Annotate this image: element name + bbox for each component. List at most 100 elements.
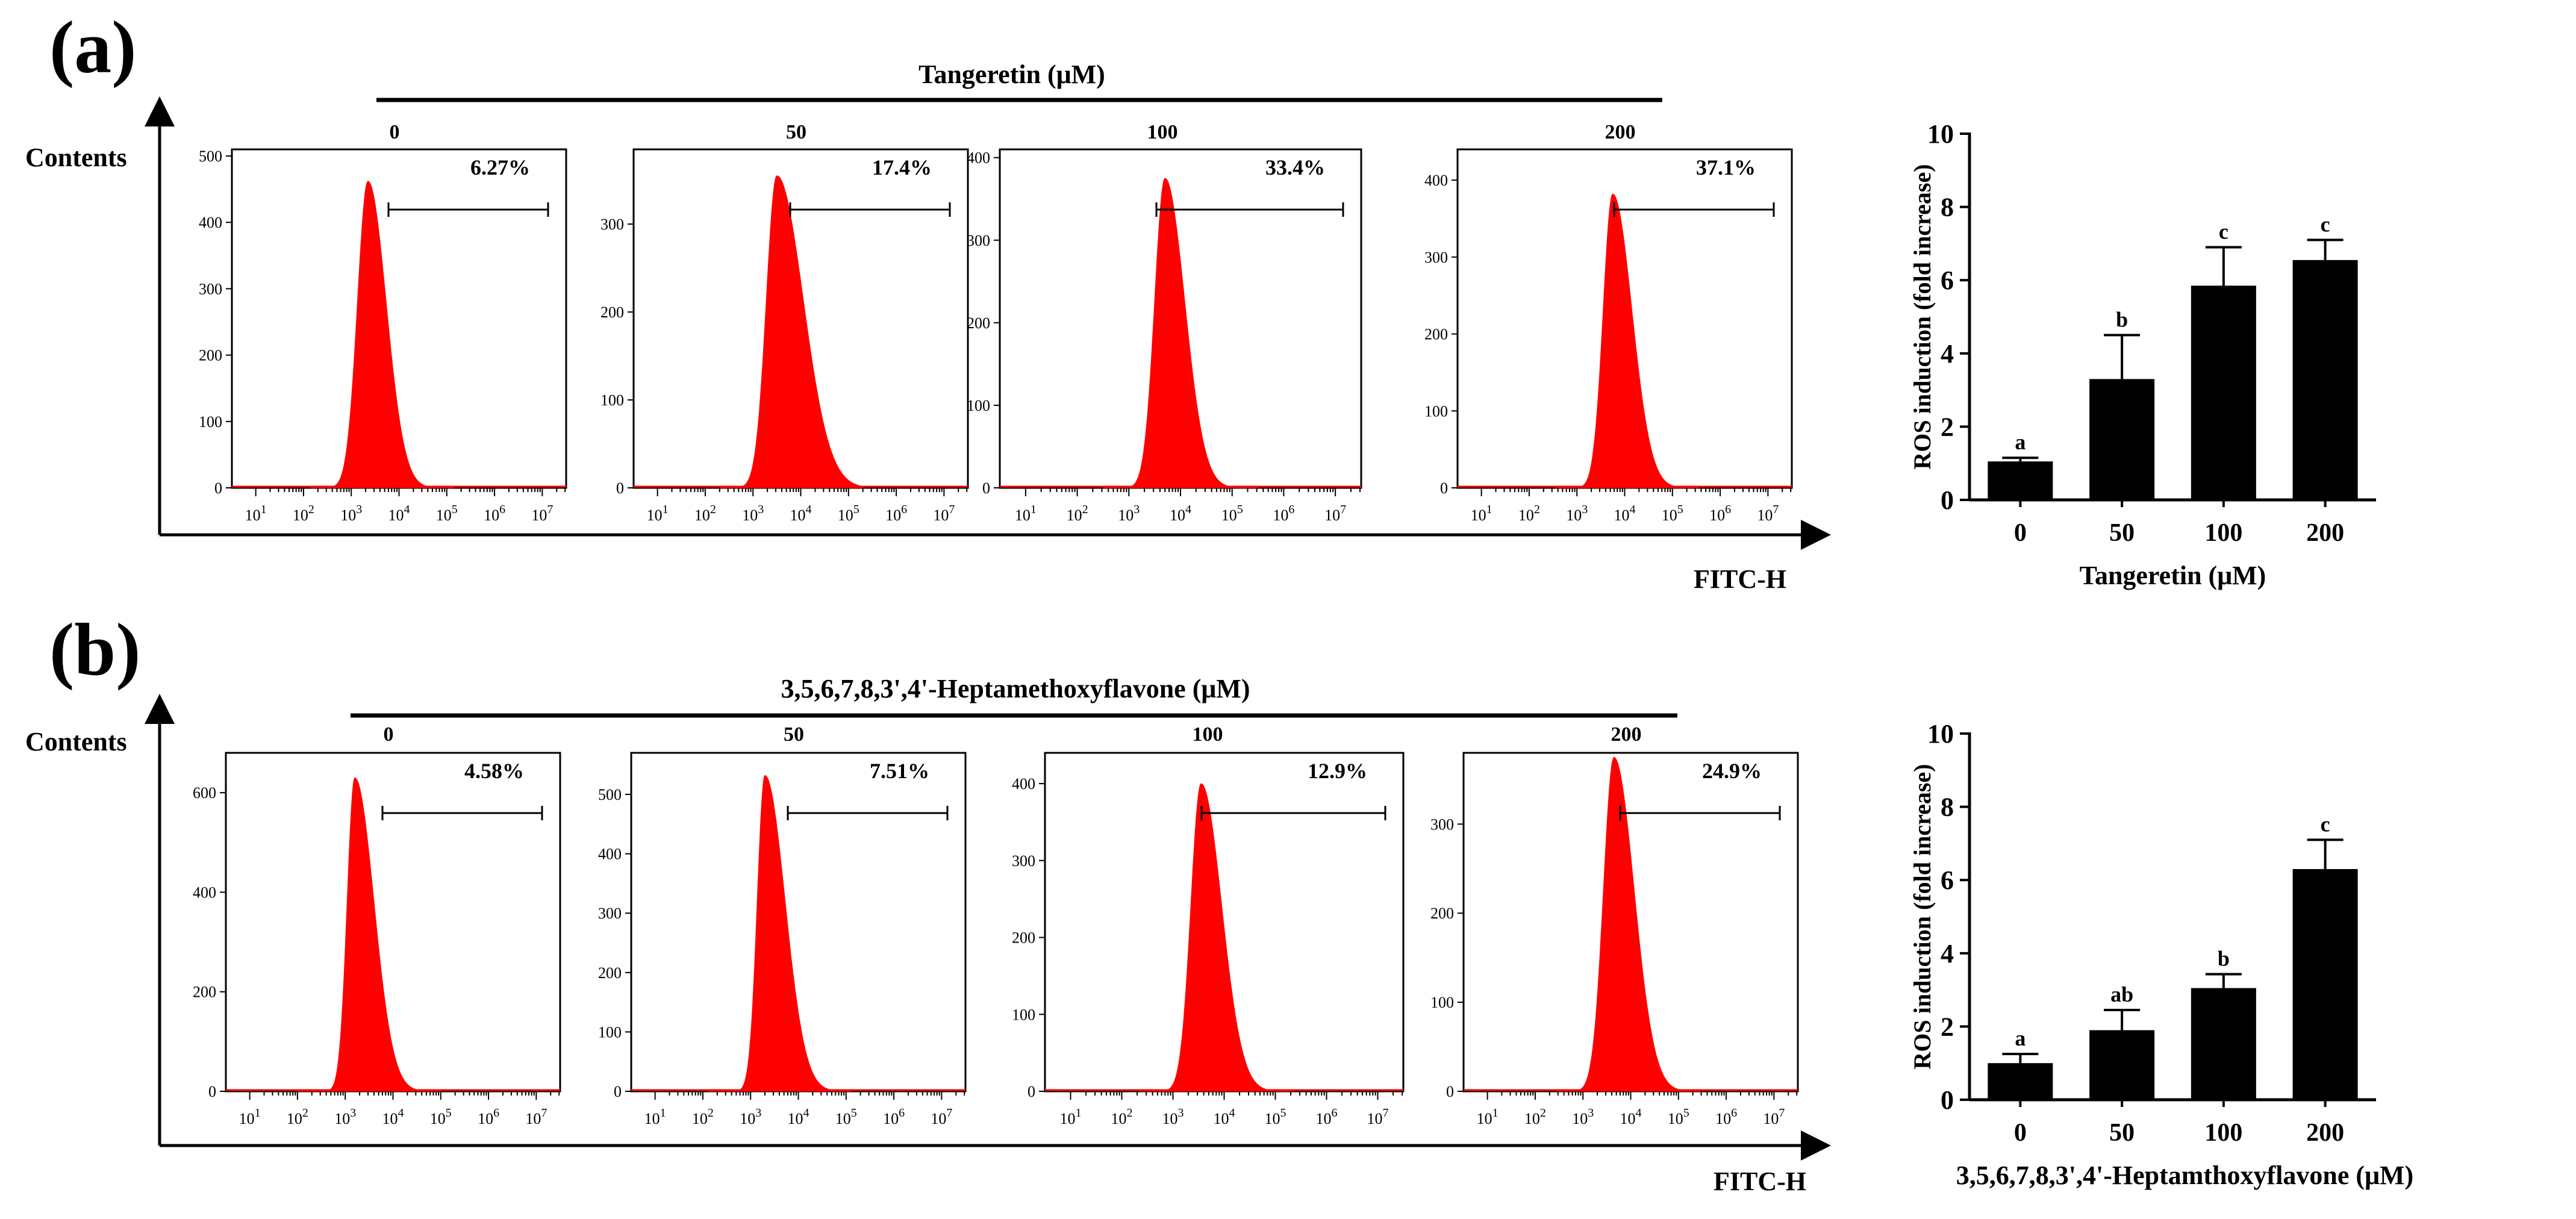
bar-chart: 0 2 4 6 8 10 ROS induction (fold increase) a 0 b 5… <box>1909 119 2376 590</box>
y-tick-label: 0 <box>982 479 990 497</box>
x-tick-label: 103 <box>334 1106 356 1127</box>
compound-title: 3,5,6,7,8,3',4'-Heptamethoxyflavone (μM) <box>781 674 1250 703</box>
x-tick-label: 102 <box>694 503 716 524</box>
x-tick-label: 102 <box>287 1106 308 1127</box>
category-label: 0 <box>2014 519 2027 547</box>
gate-percent: 12.9% <box>1308 759 1367 783</box>
y-tick-label: 0 <box>616 479 624 497</box>
x-tick-label: 102 <box>1524 1106 1546 1127</box>
x-axis-label: Tangeretin (μM) <box>2080 561 2266 590</box>
y-tick-label: 6 <box>1941 865 1954 895</box>
x-tick-label: 101 <box>1471 503 1492 524</box>
panel-label: (a) <box>49 6 137 89</box>
y-tick-label: 100 <box>598 1023 622 1041</box>
x-tick-label: 101 <box>1060 1106 1082 1127</box>
x-tick-label: 107 <box>525 1106 547 1127</box>
y-tick-label: 300 <box>1430 815 1454 833</box>
gate-percent: 33.4% <box>1265 155 1325 179</box>
y-tick-label: 0 <box>1028 1083 1035 1100</box>
y-axis-label: Contents <box>25 727 127 756</box>
histogram-plot-50: 50 17.4% 0 100 200 300 101 102 103 104 105 106 107 <box>600 121 969 524</box>
x-tick-label: 105 <box>1221 503 1243 524</box>
x-tick-label: 107 <box>1324 503 1346 524</box>
plot-frame <box>225 752 561 1093</box>
gate-percent: 17.4% <box>872 155 932 179</box>
x-tick-label: 107 <box>931 1106 952 1127</box>
category-label: 200 <box>2306 1119 2344 1147</box>
y-tick-label: 4 <box>1941 339 1954 369</box>
y-tick-label: 10 <box>1927 119 1954 149</box>
y-tick-label: 500 <box>199 148 222 165</box>
x-tick-label: 102 <box>293 503 314 524</box>
significance-label: a <box>2015 430 2026 454</box>
x-tick-label: 104 <box>1614 503 1636 524</box>
y-tick-label: 400 <box>199 214 222 231</box>
y-tick-label: 400 <box>193 884 216 901</box>
x-tick-label: 101 <box>239 1106 261 1127</box>
y-tick-label: 200 <box>967 314 990 332</box>
y-tick-label: 0 <box>1440 479 1448 497</box>
histogram-distribution <box>707 775 852 1092</box>
x-tick-label: 105 <box>1668 1106 1689 1127</box>
x-tick-label: 101 <box>647 503 669 524</box>
x-tick-label: 105 <box>430 1106 452 1127</box>
x-tick-label: 103 <box>1572 1106 1594 1127</box>
histogram-distribution <box>1556 756 1701 1092</box>
y-tick-label: 2 <box>1941 412 1954 441</box>
y-tick-label: 200 <box>1430 905 1454 922</box>
x-tick-label: 106 <box>484 503 505 524</box>
y-tick-label: 100 <box>199 413 222 431</box>
x-tick-label: 105 <box>838 503 859 524</box>
x-tick-label: 103 <box>340 503 362 524</box>
x-tick-label: 104 <box>1620 1106 1642 1127</box>
gate-percent: 7.51% <box>870 759 929 783</box>
significance-label: ab <box>2110 982 2133 1006</box>
y-tick-label: 200 <box>1012 929 1035 947</box>
y-tick-label: 200 <box>199 347 222 364</box>
y-tick-label: 0 <box>1941 1085 1954 1115</box>
histogram-plot-0: 0 6.27% 0 100 200 300 400 500 101 102 103 104 105 106… <box>199 121 567 524</box>
dose-label: 0 <box>390 121 400 143</box>
y-tick-label: 300 <box>598 905 622 922</box>
panel-a: (a) Tangeretin (μM) Contents FITC-H 0 6.2… <box>25 6 2376 594</box>
histogram-distribution <box>719 175 864 488</box>
y-tick-label: 200 <box>193 984 216 1001</box>
x-tick-label: 106 <box>1715 1106 1737 1127</box>
x-tick-label: 101 <box>1015 503 1037 524</box>
histogram-distribution <box>1555 193 1699 488</box>
histogram-plot-0: 0 4.58% 0 200 400 600 101 102 103 104 105 106 107 <box>193 723 561 1127</box>
category-label: 100 <box>2204 1119 2242 1147</box>
y-tick-label: 0 <box>1941 485 1954 515</box>
significance-label: a <box>2015 1026 2026 1050</box>
x-tick-label: 106 <box>883 1106 905 1127</box>
y-tick-label: 300 <box>1424 249 1448 266</box>
x-tick-label: 107 <box>531 503 553 524</box>
bar-50 <box>2089 1030 2155 1100</box>
bar-200 <box>2292 868 2358 1100</box>
dose-label: 200 <box>1611 723 1642 746</box>
y-tick-label: 300 <box>1012 852 1035 870</box>
dose-label: 50 <box>784 723 804 746</box>
x-tick-label: 102 <box>692 1106 714 1127</box>
y-tick-label: 200 <box>1424 326 1448 343</box>
bar-0 <box>1988 461 2053 500</box>
y-tick-label: 0 <box>1446 1083 1454 1100</box>
bar-100 <box>2191 285 2256 500</box>
x-tick-label: 104 <box>388 503 410 524</box>
dose-label: 100 <box>1147 121 1178 143</box>
compound-title: Tangeretin (μM) <box>918 60 1105 89</box>
histogram-distribution <box>310 181 454 488</box>
x-tick-label: 105 <box>835 1106 857 1127</box>
bar-100 <box>2191 988 2256 1100</box>
x-tick-label: 101 <box>644 1106 666 1127</box>
category-label: 50 <box>2109 519 2135 547</box>
dose-label: 100 <box>1193 723 1223 746</box>
x-tick-label: 105 <box>1662 503 1683 524</box>
histogram-plot-100: 100 33.4% 0 100 200 300 400 101 102 103 104 105 106 1… <box>967 121 1362 524</box>
x-tick-label: 102 <box>1067 503 1088 524</box>
y-axis-label: Contents <box>25 143 127 172</box>
significance-label: b <box>2218 946 2230 970</box>
x-tick-label: 104 <box>790 503 812 524</box>
y-tick-label: 100 <box>1430 994 1454 1011</box>
bar-50 <box>2089 379 2155 500</box>
